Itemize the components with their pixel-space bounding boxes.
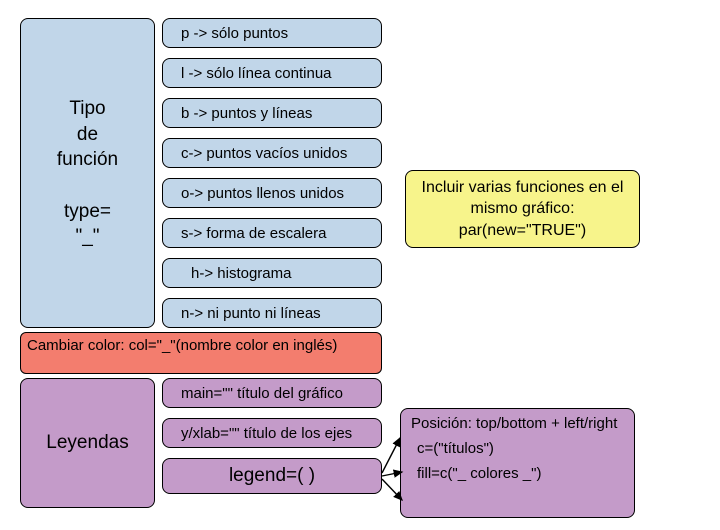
tipo-item-l: l -> sólo línea continua	[162, 58, 382, 88]
tipo-item-c: c-> puntos vacíos unidos	[162, 138, 382, 168]
color-note: Cambiar color: col="_"(nombre color en i…	[20, 332, 382, 374]
tipo-item-b: b -> puntos y líneas	[162, 98, 382, 128]
tipo-funcion-box: Tipo de función type= "_"	[20, 18, 155, 328]
leyenda-detail-posicion: Posición: top/bottom + left/right	[411, 415, 617, 432]
tipo-item-n: n-> ni punto ni líneas	[162, 298, 382, 328]
leyendas-box: Leyendas	[20, 378, 155, 508]
leyenda-details-box: Posición: top/bottom + left/right c=("tí…	[400, 408, 635, 518]
par-new-note: Incluir varias funciones en el mismo grá…	[405, 170, 640, 248]
tipo-item-o: o-> puntos llenos unidos	[162, 178, 382, 208]
leyenda-detail-fill: fill=c("_ colores _")	[411, 465, 541, 482]
leyenda-detail-titulos: c=("títulos")	[411, 440, 494, 457]
tipo-item-s: s-> forma de escalera	[162, 218, 382, 248]
leyenda-item-legend: legend=( )	[162, 458, 382, 494]
tipo-item-h: h-> histograma	[162, 258, 382, 288]
leyenda-item-xlab: y/xlab="" título de los ejes	[162, 418, 382, 448]
leyenda-item-main: main="" título del gráfico	[162, 378, 382, 408]
tipo-item-p: p -> sólo puntos	[162, 18, 382, 48]
